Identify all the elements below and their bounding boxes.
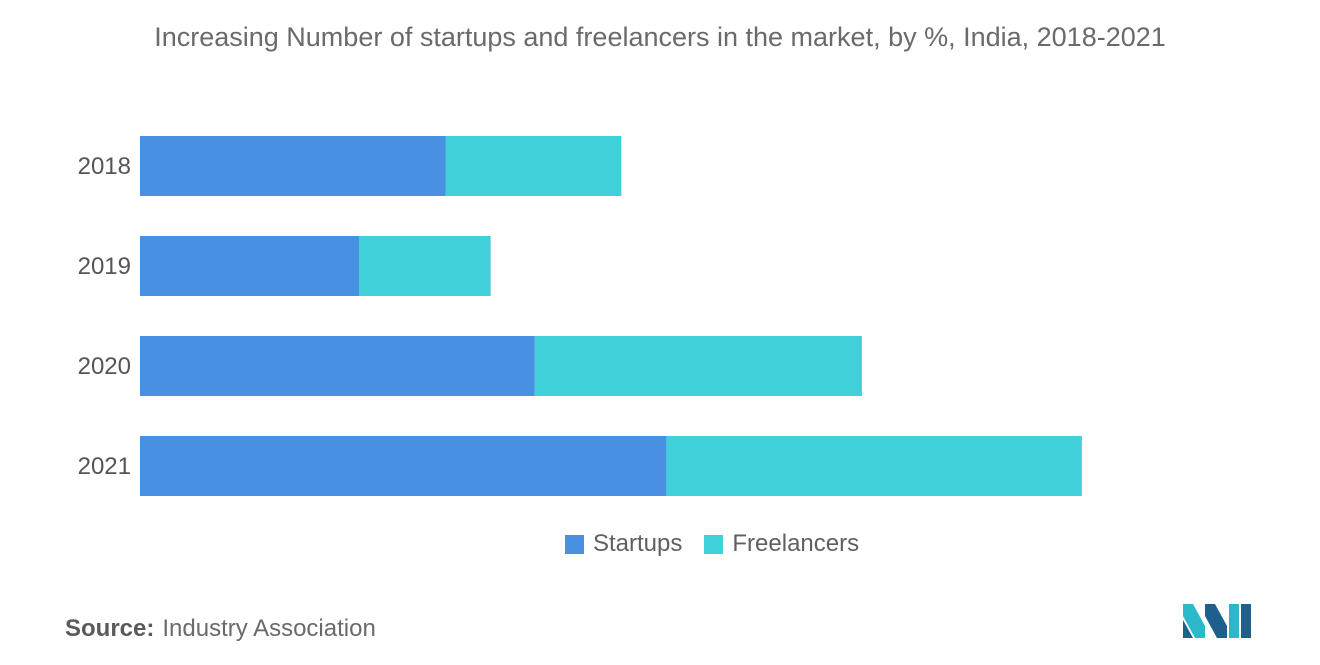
y-tick-label-2020: 2020 <box>78 353 131 380</box>
legend-swatch-startups <box>565 534 584 554</box>
bar-freelancers-2020 <box>534 336 862 396</box>
bar-startups-2021 <box>140 436 667 496</box>
legend-item-startups: Startups <box>565 530 682 558</box>
source-text: Industry Association <box>162 615 376 642</box>
mordor-intelligence-logo-icon <box>1183 604 1251 638</box>
bar-startups-2019 <box>140 236 360 296</box>
legend-swatch-freelancers <box>704 534 724 554</box>
y-tick-label-2021: 2021 <box>78 453 131 480</box>
chart-title: Increasing Number of startups and freela… <box>154 22 1166 52</box>
bar-freelancers-2019 <box>359 236 491 296</box>
source-label: Source: <box>65 615 155 642</box>
legend-item-freelancers: Freelancers <box>704 530 859 558</box>
y-tick-label-2018: 2018 <box>78 153 131 180</box>
bar-freelancers-2021 <box>666 436 1082 496</box>
bar-startups-2018 <box>140 136 446 196</box>
legend-label-freelancers: Freelancers <box>732 530 860 557</box>
bar-freelancers-2018 <box>445 136 622 196</box>
legend-label-startups: Startups <box>593 530 683 557</box>
y-tick-label-2019: 2019 <box>78 253 131 280</box>
source-note: Source: Industry Association <box>65 615 376 643</box>
chart-legend: Startups Freelancers <box>565 530 881 558</box>
bar-startups-2020 <box>140 336 535 396</box>
